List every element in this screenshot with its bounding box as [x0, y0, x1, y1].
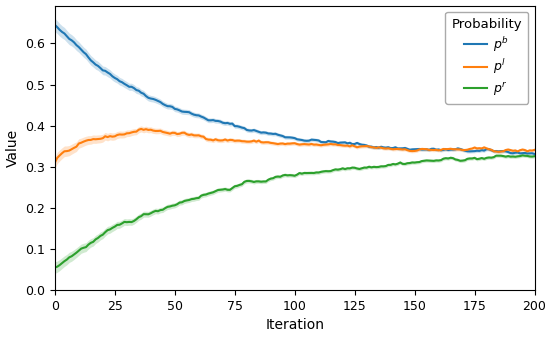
$p^r$: [531, 154, 538, 158]
$p^b$: [95, 64, 102, 68]
Legend: $p^b$, $p^l$, $p^r$: $p^b$, $p^l$, $p^r$: [445, 12, 528, 104]
$p^b$: [51, 23, 58, 27]
$p^r$: [95, 236, 102, 240]
$p^r$: [311, 171, 317, 175]
X-axis label: Iteration: Iteration: [265, 318, 324, 333]
$p^l$: [138, 127, 145, 131]
$p^b$: [54, 25, 61, 29]
$p^b$: [531, 152, 538, 156]
$p^r$: [490, 155, 497, 159]
$p^r$: [519, 153, 526, 158]
$p^l$: [256, 139, 262, 143]
$p^b$: [227, 122, 233, 126]
Line: $p^l$: $p^l$: [55, 129, 534, 163]
Line: $p^r$: $p^r$: [55, 155, 534, 268]
$p^r$: [227, 188, 233, 192]
$p^l$: [493, 149, 500, 153]
Line: $p^b$: $p^b$: [55, 25, 534, 154]
$p^l$: [229, 138, 236, 142]
$p^l$: [54, 156, 61, 160]
$p^b$: [311, 138, 317, 142]
$p^l$: [51, 161, 58, 165]
$p^l$: [531, 148, 538, 152]
$p^r$: [54, 265, 61, 269]
$p^b$: [490, 149, 497, 153]
$p^r$: [253, 179, 259, 184]
$p^b$: [253, 129, 259, 133]
Y-axis label: Value: Value: [6, 129, 19, 167]
$p^r$: [51, 266, 58, 270]
$p^l$: [313, 143, 320, 147]
$p^l$: [95, 137, 102, 141]
